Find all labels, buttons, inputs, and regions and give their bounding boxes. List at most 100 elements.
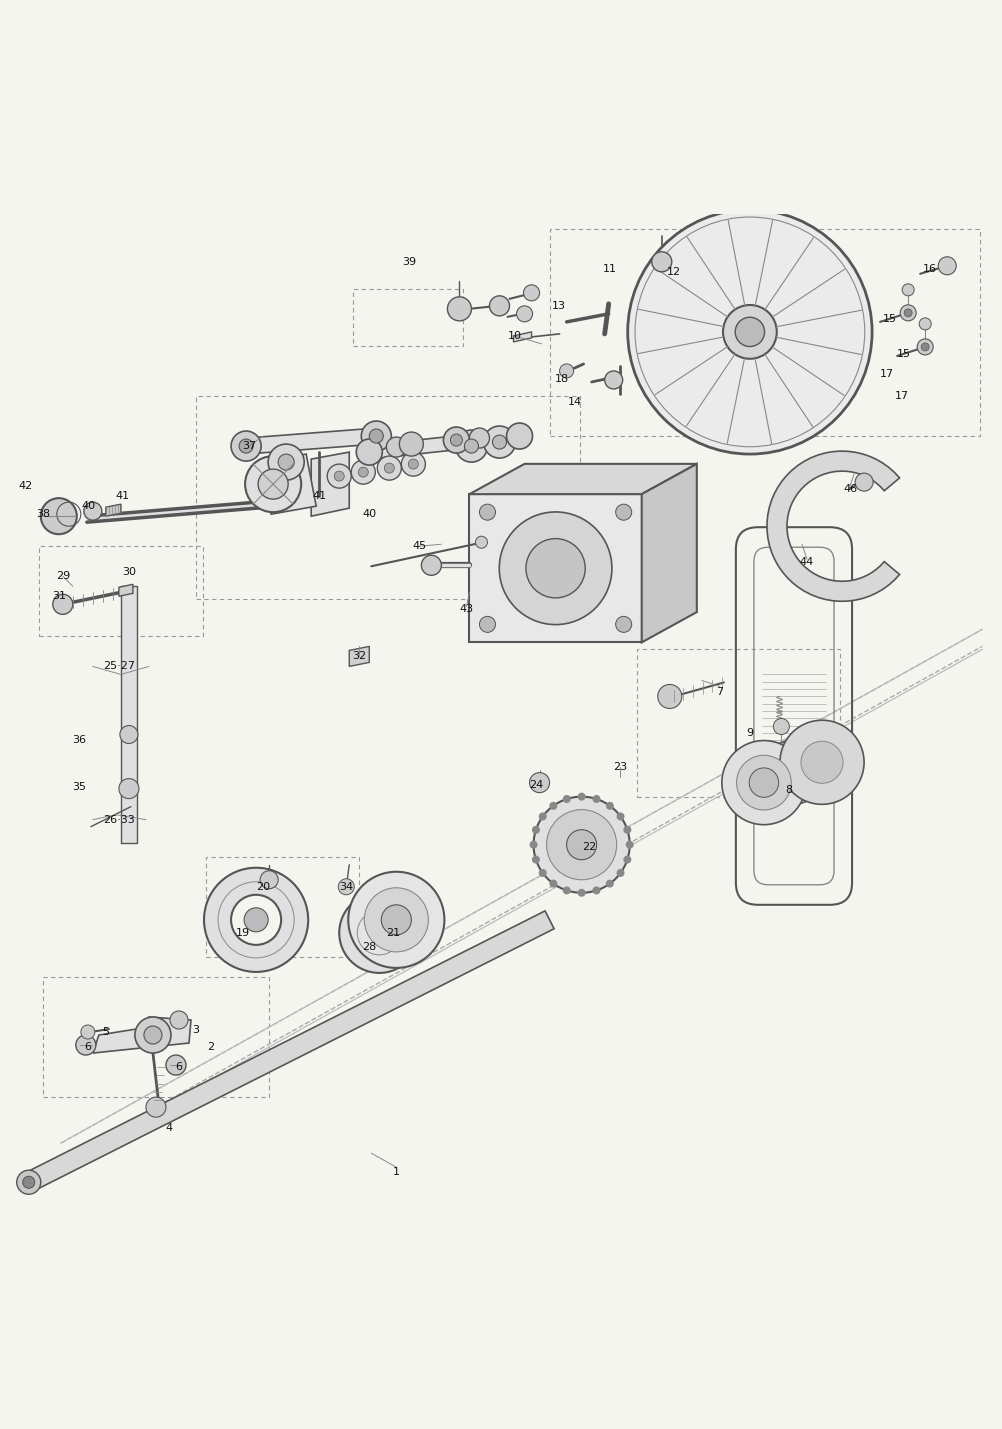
Circle shape (348, 872, 444, 967)
Polygon shape (121, 586, 137, 843)
Text: 15: 15 (882, 314, 896, 324)
Circle shape (657, 684, 681, 709)
Text: 6: 6 (84, 1042, 91, 1052)
Text: 29: 29 (56, 572, 70, 582)
Circle shape (577, 889, 585, 897)
Circle shape (531, 826, 539, 835)
Circle shape (450, 434, 462, 446)
Text: 42: 42 (19, 482, 33, 492)
Text: 11: 11 (602, 264, 616, 274)
Circle shape (651, 252, 671, 272)
Circle shape (464, 439, 478, 453)
Circle shape (339, 893, 419, 973)
Text: 38: 38 (36, 509, 50, 519)
Circle shape (533, 796, 629, 893)
Circle shape (81, 1025, 95, 1039)
Circle shape (615, 616, 631, 633)
Circle shape (492, 434, 506, 449)
Circle shape (364, 887, 428, 952)
Text: 44: 44 (799, 557, 814, 567)
Circle shape (408, 459, 418, 469)
Circle shape (165, 1055, 185, 1075)
Text: 13: 13 (551, 302, 565, 312)
Circle shape (562, 795, 570, 803)
Text: 40: 40 (362, 509, 376, 519)
Circle shape (546, 810, 616, 880)
Circle shape (230, 895, 281, 945)
Polygon shape (764, 729, 822, 816)
Polygon shape (349, 646, 369, 666)
Text: 31: 31 (52, 592, 66, 602)
Text: 4: 4 (165, 1123, 172, 1133)
Polygon shape (513, 332, 531, 342)
Circle shape (338, 879, 354, 895)
Circle shape (260, 870, 278, 889)
Text: 40: 40 (82, 502, 96, 512)
Circle shape (327, 464, 351, 489)
Polygon shape (369, 429, 519, 459)
Circle shape (615, 504, 631, 520)
Circle shape (773, 719, 789, 735)
Circle shape (627, 210, 871, 454)
Circle shape (361, 422, 391, 452)
Polygon shape (119, 584, 133, 596)
Text: 39: 39 (402, 257, 416, 267)
Circle shape (499, 512, 611, 624)
Bar (205, 857, 359, 957)
Text: 5: 5 (102, 1027, 109, 1037)
Circle shape (920, 343, 928, 352)
Circle shape (577, 793, 585, 800)
Text: 3: 3 (192, 1025, 199, 1035)
Circle shape (549, 880, 557, 887)
Text: 34: 34 (339, 882, 353, 892)
Circle shape (399, 432, 423, 456)
Text: 10: 10 (507, 332, 521, 342)
Circle shape (483, 426, 515, 459)
Circle shape (119, 779, 139, 799)
Polygon shape (24, 910, 553, 1192)
Circle shape (625, 840, 633, 849)
Circle shape (384, 463, 394, 473)
Text: 14: 14 (567, 397, 581, 407)
Circle shape (351, 460, 375, 484)
Circle shape (918, 317, 930, 330)
Polygon shape (641, 464, 696, 643)
Text: 41: 41 (115, 492, 130, 502)
Circle shape (529, 840, 537, 849)
Polygon shape (469, 494, 641, 643)
Text: 45: 45 (412, 542, 426, 552)
Text: 1: 1 (393, 1167, 400, 1177)
Circle shape (386, 437, 406, 457)
Circle shape (780, 720, 863, 805)
Text: 2: 2 (207, 1042, 214, 1052)
Text: 23: 23 (612, 762, 626, 772)
Circle shape (937, 257, 955, 274)
Circle shape (41, 499, 77, 534)
Text: 24: 24 (529, 780, 543, 790)
Circle shape (76, 1035, 96, 1055)
Text: 17: 17 (879, 369, 894, 379)
Circle shape (143, 1026, 161, 1045)
Circle shape (401, 452, 425, 476)
Polygon shape (245, 429, 376, 454)
Circle shape (169, 1010, 187, 1029)
Polygon shape (261, 454, 316, 514)
Circle shape (258, 469, 288, 499)
Circle shape (455, 430, 487, 462)
Circle shape (244, 456, 301, 512)
Circle shape (135, 1017, 170, 1053)
Circle shape (529, 773, 549, 793)
Circle shape (334, 472, 344, 482)
Text: 32: 32 (352, 652, 366, 662)
Circle shape (916, 339, 932, 354)
Polygon shape (311, 452, 349, 516)
Polygon shape (469, 464, 696, 494)
Circle shape (549, 802, 557, 810)
Bar (636, 649, 840, 796)
Circle shape (899, 304, 915, 322)
Text: 26‧33: 26‧33 (103, 815, 134, 825)
Polygon shape (87, 496, 329, 522)
Circle shape (801, 742, 843, 783)
Circle shape (616, 869, 624, 877)
Circle shape (369, 429, 383, 443)
